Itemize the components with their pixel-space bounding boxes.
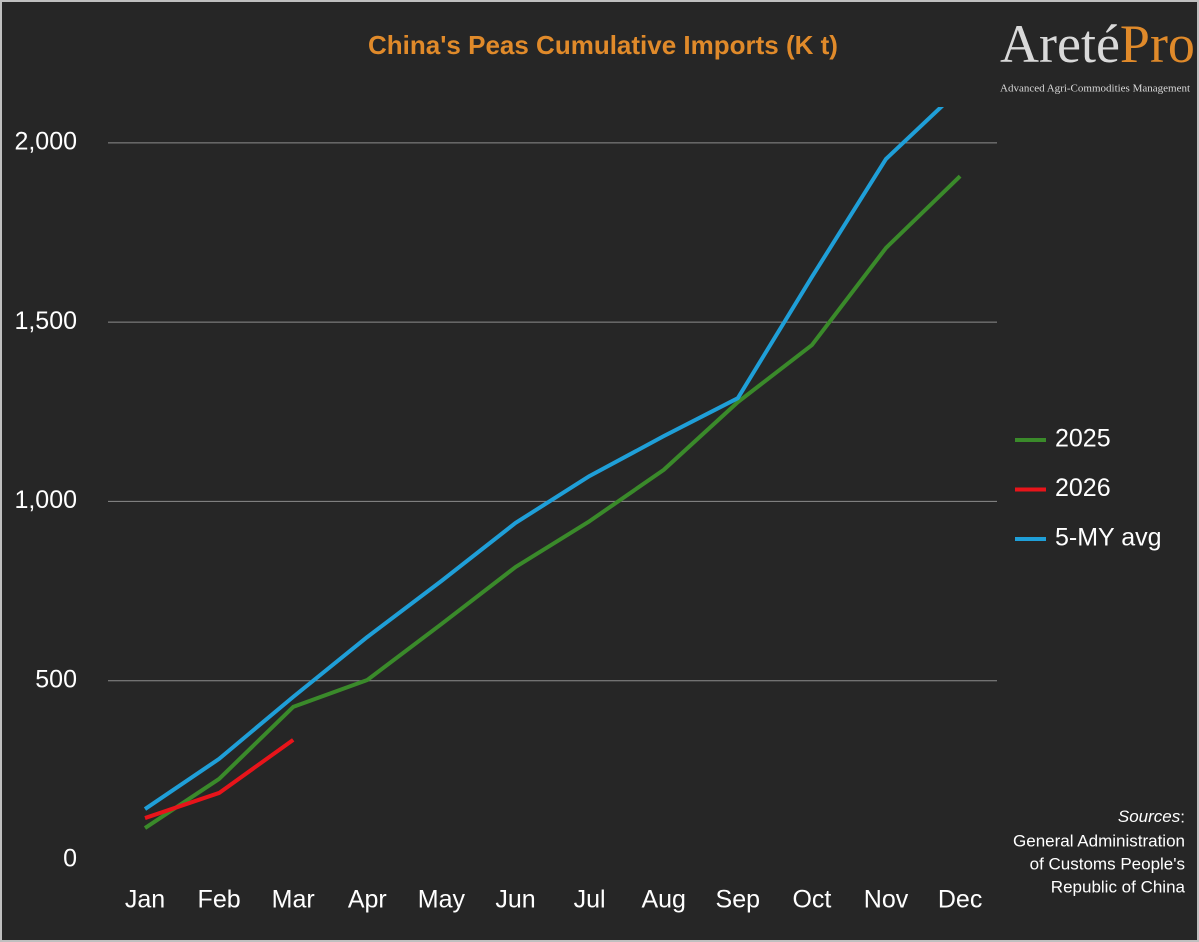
x-tick-label: Feb [198,886,241,914]
x-tick-label: May [418,886,466,914]
x-tick-label: Jun [495,886,535,914]
legend-label: 5-MY avg [1055,524,1162,552]
sources-heading: Sources: [1118,807,1185,826]
sources: Sources: General Administration of Custo… [1013,807,1186,896]
legend-label: 2025 [1055,425,1111,453]
y-tick-label: 0 [63,845,77,873]
chart-title: China's Peas Cumulative Imports (K t) [368,30,838,60]
y-tick-label: 2,000 [14,127,77,155]
x-tick-label: Apr [348,886,387,914]
sources-heading-text: Sources [1118,807,1181,826]
legend-label: 2026 [1055,474,1111,502]
x-tick-label: Sep [716,886,760,914]
logo-name-part: Areté [1000,14,1120,74]
sources-line: of Customs People's [1030,854,1185,873]
y-tick-label: 500 [35,665,77,693]
sources-line: General Administration [1013,831,1185,850]
logo-tagline: Advanced Agri-Commodities Management [1000,83,1190,95]
logo-suffix: Pro [1120,14,1195,74]
sources-line: Republic of China [1051,877,1186,896]
x-tick-label: Oct [792,886,831,914]
x-tick-label: Nov [864,886,909,914]
x-tick-label: Jan [125,886,165,914]
logo: AretéPro Advanced Agri-Commodities Manag… [1000,14,1195,94]
logo-name: AretéPro [1000,14,1195,74]
series-line [144,738,295,820]
x-tick-label: Jul [574,886,606,914]
x-tick-label: Mar [272,886,315,914]
plot-area [143,107,962,830]
series-line [143,174,962,830]
y-tick-label: 1,000 [14,486,77,514]
x-tick-label: Dec [938,886,982,914]
y-tick-label: 1,500 [14,307,77,335]
x-tick-label: Aug [641,886,685,914]
series-line [143,107,945,811]
